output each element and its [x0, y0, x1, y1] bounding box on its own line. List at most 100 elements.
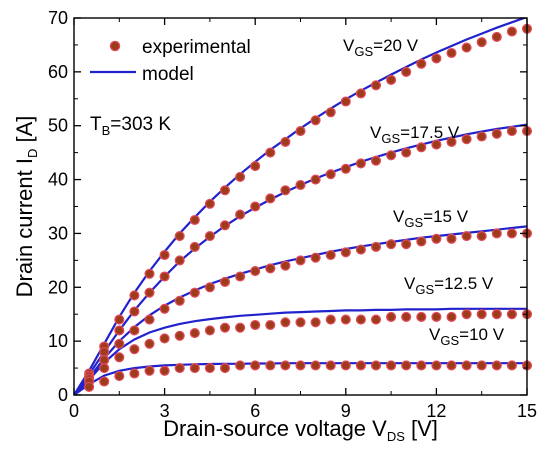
- experimental-point-s3-10: [219, 276, 231, 287]
- series-label-4-rest: =12.5 V: [434, 274, 494, 293]
- experimental-point-s5-3: [114, 371, 125, 382]
- y-tick-label-5: 50: [48, 116, 68, 136]
- experimental-point-s1-15: [295, 126, 306, 137]
- series-label-1: VGS=20 V: [343, 36, 419, 59]
- series-label-5: VGS=10 V: [429, 325, 505, 348]
- y-tick-label-3: 30: [48, 223, 68, 243]
- experimental-point-s3-11: [235, 271, 246, 282]
- series-label-1-main: V: [343, 36, 355, 55]
- experimental-point-s5-26: [461, 360, 472, 371]
- x-axis-label: Drain-source voltage VDS [V]: [163, 416, 438, 444]
- experimental-point-s1-26: [461, 42, 472, 53]
- experimental-point-s1-13: [265, 147, 276, 158]
- experimental-point-s3-19: [355, 244, 366, 255]
- experimental-point-s5-1: [84, 381, 95, 392]
- experimental-point-s3-27: [476, 231, 487, 242]
- x-tick-label-2: 6: [250, 401, 260, 421]
- series-label-3-main: V: [393, 207, 405, 226]
- experimental-point-s1-5: [144, 268, 155, 279]
- experimental-point-s4-22: [401, 311, 412, 322]
- experimental-point-s5-11: [235, 360, 246, 371]
- experimental-point-s1-6: [159, 249, 170, 261]
- experimental-point-s4-14: [280, 317, 291, 328]
- labels: Drain-source voltage VDS [V] Drain curren…: [12, 36, 505, 444]
- experimental-point-s5-27: [476, 360, 487, 371]
- experimental-point-s3-18: [340, 247, 351, 258]
- experimental-point-s4-5: [144, 338, 155, 349]
- experimental-point-s4-4: [129, 344, 140, 355]
- series-label-1-sub: GS: [354, 44, 373, 59]
- experimental-point-s4-24: [431, 311, 442, 322]
- experimental-point-s1-4: [129, 290, 140, 301]
- experimental-point-s4-25: [446, 311, 457, 322]
- series-label-2-rest: =17.5 V: [400, 123, 460, 142]
- experimental-point-s2-5: [144, 287, 155, 298]
- experimental-point-s4-17: [325, 314, 336, 325]
- experimental-point-s5-21: [386, 360, 397, 371]
- experimental-point-s5-9: [204, 363, 215, 374]
- experimental-point-s4-23: [416, 311, 427, 322]
- experimental-point-s1-12: [250, 161, 261, 172]
- y-axis-label-main: Drain current I: [12, 158, 37, 297]
- experimental-point-s2-11: [235, 209, 246, 220]
- experimental-point-s2-12: [250, 201, 261, 212]
- series-label-3-sub: GS: [404, 215, 423, 230]
- series-label-3-rest: =15 V: [423, 207, 469, 226]
- experimental-point-s2-6: [159, 271, 170, 282]
- series-label-4-sub: GS: [415, 282, 434, 297]
- experimental-point-s3-26: [461, 231, 472, 242]
- experimental-point-s4-2: [99, 363, 110, 374]
- experimental-point-s4-10: [219, 322, 231, 333]
- experimental-point-s2-21: [386, 150, 397, 161]
- experimental-point-s2-14: [280, 185, 291, 196]
- experimental-point-s1-14: [280, 136, 291, 147]
- legend-label-experimental: experimental: [142, 37, 251, 58]
- series-label-2-sub: GS: [381, 131, 400, 146]
- experimental-point-s3-16: [310, 252, 321, 263]
- experimental-point-s5-7: [174, 363, 185, 374]
- experimental-point-s4-11: [235, 322, 246, 333]
- experimental-point-s2-16: [310, 174, 321, 185]
- experimental-point-s2-7: [174, 255, 185, 266]
- experimental-point-s3-17: [325, 249, 336, 261]
- experimental-point-s1-22: [401, 66, 412, 77]
- experimental-point-s3-23: [416, 236, 427, 247]
- experimental-point-s2-15: [295, 179, 306, 191]
- experimental-point-s1-27: [476, 37, 487, 48]
- experimental-point-s3-9: [204, 282, 215, 293]
- experimental-point-s5-19: [355, 360, 366, 371]
- temperature-annotation-rest: =303 K: [110, 114, 171, 135]
- experimental-point-s4-28: [491, 309, 502, 320]
- series-label-2-main: V: [370, 123, 382, 142]
- experimental-point-s4-21: [386, 311, 397, 322]
- experimental-point-s5-12: [250, 360, 261, 371]
- y-tick-label-4: 40: [48, 170, 68, 190]
- experimental-point-s3-15: [295, 255, 306, 266]
- experimental-point-s2-9: [204, 231, 215, 242]
- experimental-point-s4-9: [204, 325, 215, 336]
- y-tick-label-0: 0: [58, 385, 68, 405]
- experimental-point-s3-20: [370, 241, 382, 252]
- series-label-5-sub: GS: [440, 333, 459, 348]
- experimental-point-s4-13: [265, 319, 276, 331]
- experimental-point-s5-6: [159, 365, 170, 376]
- experimental-point-s5-14: [280, 360, 291, 371]
- experimental-point-s5-10: [219, 363, 231, 374]
- experimental-point-s4-3: [114, 352, 125, 363]
- x-tick-label-0: 0: [69, 401, 79, 421]
- y-axis-label: Drain current ID [A]: [12, 116, 40, 298]
- experimental-point-s1-18: [340, 96, 351, 107]
- experimental-point-s4-26: [461, 309, 472, 320]
- experimental-point-s1-9: [204, 198, 215, 209]
- experimental-point-s4-16: [310, 317, 321, 328]
- y-axis-label-rest: [A]: [12, 116, 37, 149]
- experimental-point-s1-20: [370, 80, 382, 91]
- experimental-point-s3-14: [280, 260, 291, 271]
- experimental-point-s3-4: [129, 325, 140, 336]
- x-tick-label-3: 9: [341, 401, 351, 421]
- temperature-annotation: TB=303 K: [90, 114, 171, 138]
- experimental-point-s2-8: [189, 241, 200, 252]
- experimental-point-s4-19: [355, 314, 366, 325]
- experimental-point-s2-27: [476, 131, 487, 142]
- experimental-point-s4-15: [295, 317, 306, 328]
